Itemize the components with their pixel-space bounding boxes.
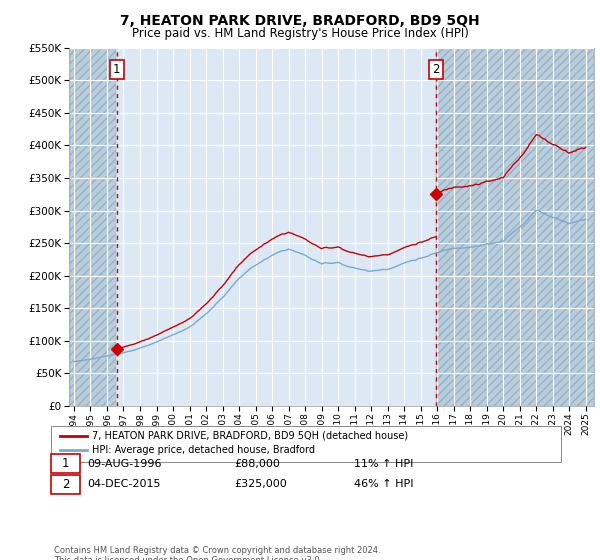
Text: 2: 2: [62, 478, 69, 491]
Text: 46% ↑ HPI: 46% ↑ HPI: [354, 479, 413, 489]
Bar: [436, 48, 594, 406]
Text: 2: 2: [432, 63, 440, 76]
Text: 7, HEATON PARK DRIVE, BRADFORD, BD9 5QH: 7, HEATON PARK DRIVE, BRADFORD, BD9 5QH: [120, 14, 480, 28]
Text: £88,000: £88,000: [234, 459, 280, 469]
Text: 04-DEC-2015: 04-DEC-2015: [87, 479, 161, 489]
Text: Contains HM Land Registry data © Crown copyright and database right 2024.
This d: Contains HM Land Registry data © Crown c…: [54, 546, 380, 560]
Text: HPI: Average price, detached house, Bradford: HPI: Average price, detached house, Brad…: [92, 445, 315, 455]
Text: 09-AUG-1996: 09-AUG-1996: [87, 459, 161, 469]
Text: 11% ↑ HPI: 11% ↑ HPI: [354, 459, 413, 469]
Text: Price paid vs. HM Land Registry's House Price Index (HPI): Price paid vs. HM Land Registry's House …: [131, 27, 469, 40]
Text: 7, HEATON PARK DRIVE, BRADFORD, BD9 5QH (detached house): 7, HEATON PARK DRIVE, BRADFORD, BD9 5QH …: [92, 431, 408, 441]
Bar: [69, 48, 116, 406]
Text: 1: 1: [62, 457, 69, 470]
Text: £325,000: £325,000: [234, 479, 287, 489]
Text: 1: 1: [113, 63, 121, 76]
